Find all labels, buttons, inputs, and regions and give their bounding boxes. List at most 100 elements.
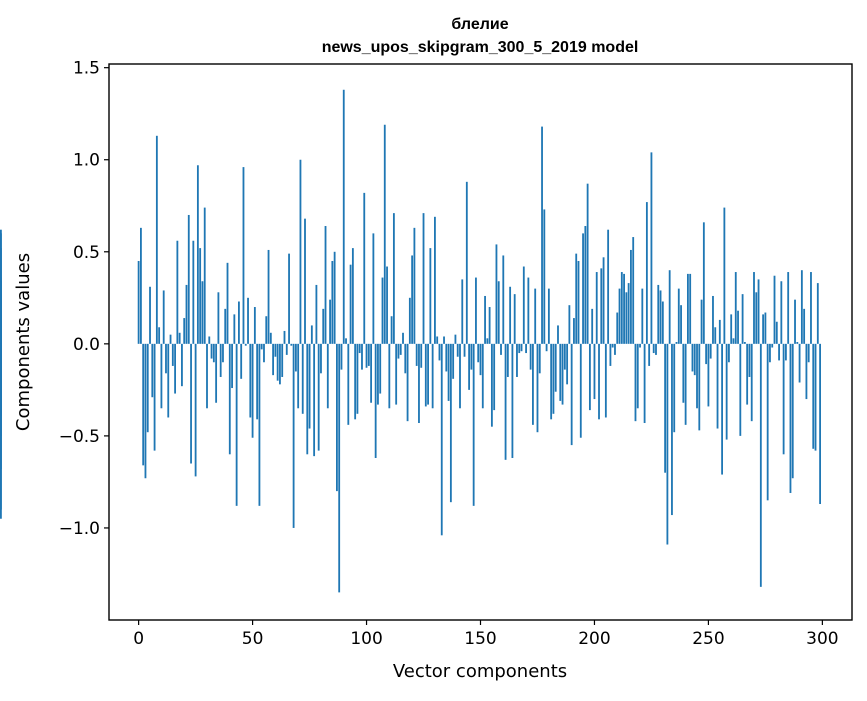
bar [673, 343, 676, 433]
bar [0, 343, 2, 383]
bar [643, 343, 646, 424]
bar [153, 343, 156, 451]
bar [388, 343, 391, 409]
bar [367, 343, 370, 366]
bar [144, 343, 147, 479]
bar [235, 343, 238, 506]
bar [447, 343, 450, 401]
x-tick-label: 250 [692, 629, 724, 649]
bar [402, 332, 404, 344]
bar [557, 325, 559, 344]
bar [506, 343, 509, 377]
bar [176, 240, 179, 344]
bar [452, 343, 455, 379]
bar [431, 343, 434, 409]
bar [718, 319, 721, 344]
bar [568, 305, 571, 344]
bar [573, 318, 575, 344]
bar [274, 343, 277, 357]
bar [465, 181, 468, 344]
y-tick-label: −1.0 [59, 519, 100, 539]
bar [192, 240, 195, 344]
bar [737, 310, 739, 344]
bar [780, 281, 783, 344]
bar [509, 286, 512, 344]
bar [645, 202, 648, 344]
bar [149, 286, 151, 344]
bar [541, 126, 543, 344]
bar [812, 343, 815, 449]
bar [712, 295, 714, 344]
bar [810, 272, 812, 344]
bar [657, 284, 660, 344]
bar [518, 343, 521, 354]
bar [434, 216, 436, 344]
bar [618, 288, 621, 344]
bar [625, 292, 628, 344]
bar [750, 343, 753, 422]
bar [611, 343, 614, 348]
bar [276, 343, 279, 381]
bar [174, 343, 176, 394]
bar [743, 342, 746, 344]
bar [732, 338, 735, 344]
bar [502, 255, 505, 344]
bar [258, 343, 261, 506]
bar [630, 249, 632, 344]
x-tick-label: 50 [242, 629, 264, 649]
bar [623, 273, 625, 344]
bar [440, 343, 443, 536]
bar [481, 343, 484, 409]
bar [566, 343, 569, 385]
bar [741, 294, 744, 344]
bar [212, 343, 215, 363]
bar [160, 343, 163, 409]
bar [165, 343, 167, 374]
bar [222, 343, 224, 363]
bar [324, 226, 327, 344]
bar [598, 343, 600, 420]
bar [308, 343, 311, 429]
bar [267, 249, 270, 344]
bar [709, 343, 712, 359]
bar [279, 343, 281, 385]
bar [730, 314, 733, 344]
bar [424, 343, 427, 407]
bar [759, 343, 762, 587]
bar [609, 343, 612, 366]
bar [495, 244, 498, 344]
bar [691, 343, 694, 372]
x-tick-label: 0 [133, 629, 144, 649]
y-axis-ticks: −1.0 −0.5 0.0 0.5 1.0 1.5 [59, 59, 109, 539]
bar [228, 343, 231, 455]
bar [591, 308, 594, 344]
bar [454, 334, 457, 344]
bar [263, 343, 265, 363]
bar [784, 343, 787, 361]
bar [372, 233, 375, 344]
bar [579, 343, 582, 438]
bar [475, 277, 477, 344]
bar [819, 343, 821, 505]
bar [201, 281, 204, 344]
bar [445, 343, 448, 372]
bar [655, 343, 657, 355]
y-axis-label: Components values [13, 253, 34, 431]
bar [443, 336, 445, 344]
y-tick-label: −0.5 [59, 427, 100, 447]
bar [146, 343, 149, 433]
bar [199, 248, 202, 344]
bar [616, 312, 619, 344]
bar [315, 284, 318, 344]
bar [358, 343, 361, 354]
bar [500, 343, 502, 355]
bar [725, 343, 728, 440]
bar [664, 343, 667, 473]
bar [260, 343, 263, 350]
bar [675, 342, 678, 344]
bar [269, 332, 272, 344]
bar [342, 89, 345, 344]
y-tick-label: 1.0 [73, 151, 100, 171]
bar [251, 343, 254, 438]
bar [392, 213, 395, 344]
